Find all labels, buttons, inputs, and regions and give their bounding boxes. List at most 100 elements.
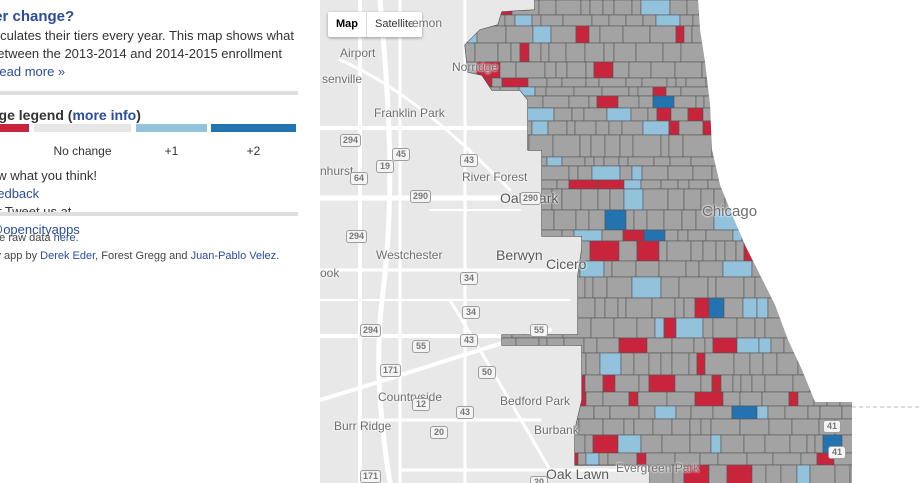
census-tract[interactable]	[767, 405, 786, 420]
census-tract[interactable]	[460, 95, 478, 109]
census-tract[interactable]	[613, 317, 638, 339]
census-tract[interactable]	[508, 352, 533, 376]
census-tract[interactable]	[772, 452, 802, 466]
census-tract[interactable]	[724, 240, 737, 262]
census-tract[interactable]	[585, 352, 601, 376]
census-tract[interactable]	[490, 452, 505, 466]
census-tract[interactable]	[708, 297, 725, 319]
census-tract[interactable]	[542, 95, 570, 109]
census-tract[interactable]	[542, 276, 572, 299]
census-tract[interactable]	[708, 464, 728, 483]
census-tract[interactable]	[689, 418, 702, 436]
census-tract[interactable]	[565, 42, 586, 63]
census-tract[interactable]	[613, 0, 633, 16]
census-tract[interactable]	[583, 337, 598, 354]
census-tract[interactable]	[717, 452, 748, 466]
census-tract[interactable]	[623, 418, 635, 436]
census-tract[interactable]	[501, 229, 511, 242]
census-tract[interactable]	[625, 77, 643, 88]
census-tract[interactable]	[573, 86, 603, 97]
census-tract[interactable]	[746, 452, 774, 466]
census-tract[interactable]	[675, 317, 704, 339]
census-tract[interactable]	[617, 297, 627, 319]
census-tract[interactable]	[596, 95, 619, 109]
census-tract[interactable]	[613, 42, 637, 63]
census-tract[interactable]	[712, 337, 738, 354]
census-tract[interactable]	[620, 352, 635, 376]
census-tract[interactable]	[475, 86, 501, 97]
census-tract[interactable]	[791, 418, 820, 436]
census-tract[interactable]	[460, 25, 478, 44]
census-tract[interactable]	[658, 260, 687, 278]
census-tract[interactable]	[476, 25, 507, 44]
census-tract[interactable]	[638, 405, 656, 420]
census-tract[interactable]	[710, 434, 722, 454]
census-tract[interactable]	[756, 405, 769, 420]
census-tract[interactable]	[627, 156, 655, 167]
census-tract[interactable]	[519, 42, 530, 63]
census-tract[interactable]	[682, 134, 713, 158]
census-tract[interactable]	[602, 391, 630, 407]
census-tract[interactable]	[674, 297, 685, 319]
census-tract[interactable]	[585, 391, 604, 407]
census-tract[interactable]	[614, 374, 640, 393]
census-tract[interactable]	[537, 374, 563, 393]
census-tract[interactable]	[636, 317, 656, 339]
census-tract[interactable]	[556, 179, 570, 190]
census-tract[interactable]	[460, 86, 477, 97]
census-tract[interactable]	[770, 337, 785, 354]
census-tract[interactable]	[765, 464, 782, 483]
census-tract[interactable]	[661, 434, 691, 454]
census-tract[interactable]	[602, 418, 625, 436]
census-tract[interactable]	[625, 209, 635, 231]
census-tract[interactable]	[638, 374, 650, 393]
census-tract[interactable]	[489, 134, 506, 158]
census-tract[interactable]	[584, 374, 604, 393]
census-tract[interactable]	[674, 374, 702, 393]
census-tract[interactable]	[630, 107, 649, 122]
census-tract[interactable]	[764, 374, 794, 393]
census-tract[interactable]	[640, 179, 662, 190]
census-tract[interactable]	[796, 464, 811, 483]
census-tract[interactable]	[674, 61, 703, 79]
census-tract[interactable]	[595, 120, 610, 136]
census-tract[interactable]	[648, 352, 662, 376]
census-tract[interactable]	[668, 120, 680, 136]
census-tract[interactable]	[768, 418, 793, 436]
census-tract[interactable]	[515, 61, 546, 79]
census-tract[interactable]	[471, 405, 491, 420]
census-tract[interactable]	[663, 317, 677, 339]
census-tract[interactable]	[527, 77, 548, 88]
census-tract[interactable]	[643, 229, 666, 242]
census-tract[interactable]	[584, 42, 605, 63]
census-tract[interactable]	[585, 452, 600, 466]
census-tract[interactable]	[596, 337, 620, 354]
census-tract[interactable]	[685, 77, 707, 88]
census-tract[interactable]	[720, 374, 734, 393]
census-tract[interactable]	[666, 391, 696, 407]
census-tract[interactable]	[723, 297, 744, 319]
census-tract[interactable]	[508, 374, 539, 393]
census-tract[interactable]	[505, 95, 518, 109]
read-more-link[interactable]: Read more »	[0, 64, 66, 79]
census-tract[interactable]	[580, 0, 591, 16]
census-tract[interactable]	[702, 317, 714, 339]
census-tract[interactable]	[526, 107, 555, 122]
census-tract[interactable]	[690, 405, 714, 420]
census-tract[interactable]	[642, 120, 670, 136]
census-tract[interactable]	[495, 352, 510, 376]
census-tract[interactable]	[711, 374, 722, 393]
census-tract[interactable]	[483, 209, 504, 231]
census-tract[interactable]	[689, 434, 712, 454]
census-tract[interactable]	[588, 95, 598, 109]
census-tract[interactable]	[476, 452, 492, 466]
census-tract[interactable]	[653, 156, 671, 167]
census-tract[interactable]	[460, 434, 476, 454]
census-tract[interactable]	[694, 391, 724, 407]
census-tract[interactable]	[573, 229, 603, 242]
census-tract[interactable]	[789, 434, 808, 454]
feedback-link[interactable]: eedback	[0, 186, 40, 201]
census-tract[interactable]	[516, 209, 542, 231]
census-tract[interactable]	[683, 297, 696, 319]
census-tract[interactable]	[601, 229, 624, 242]
